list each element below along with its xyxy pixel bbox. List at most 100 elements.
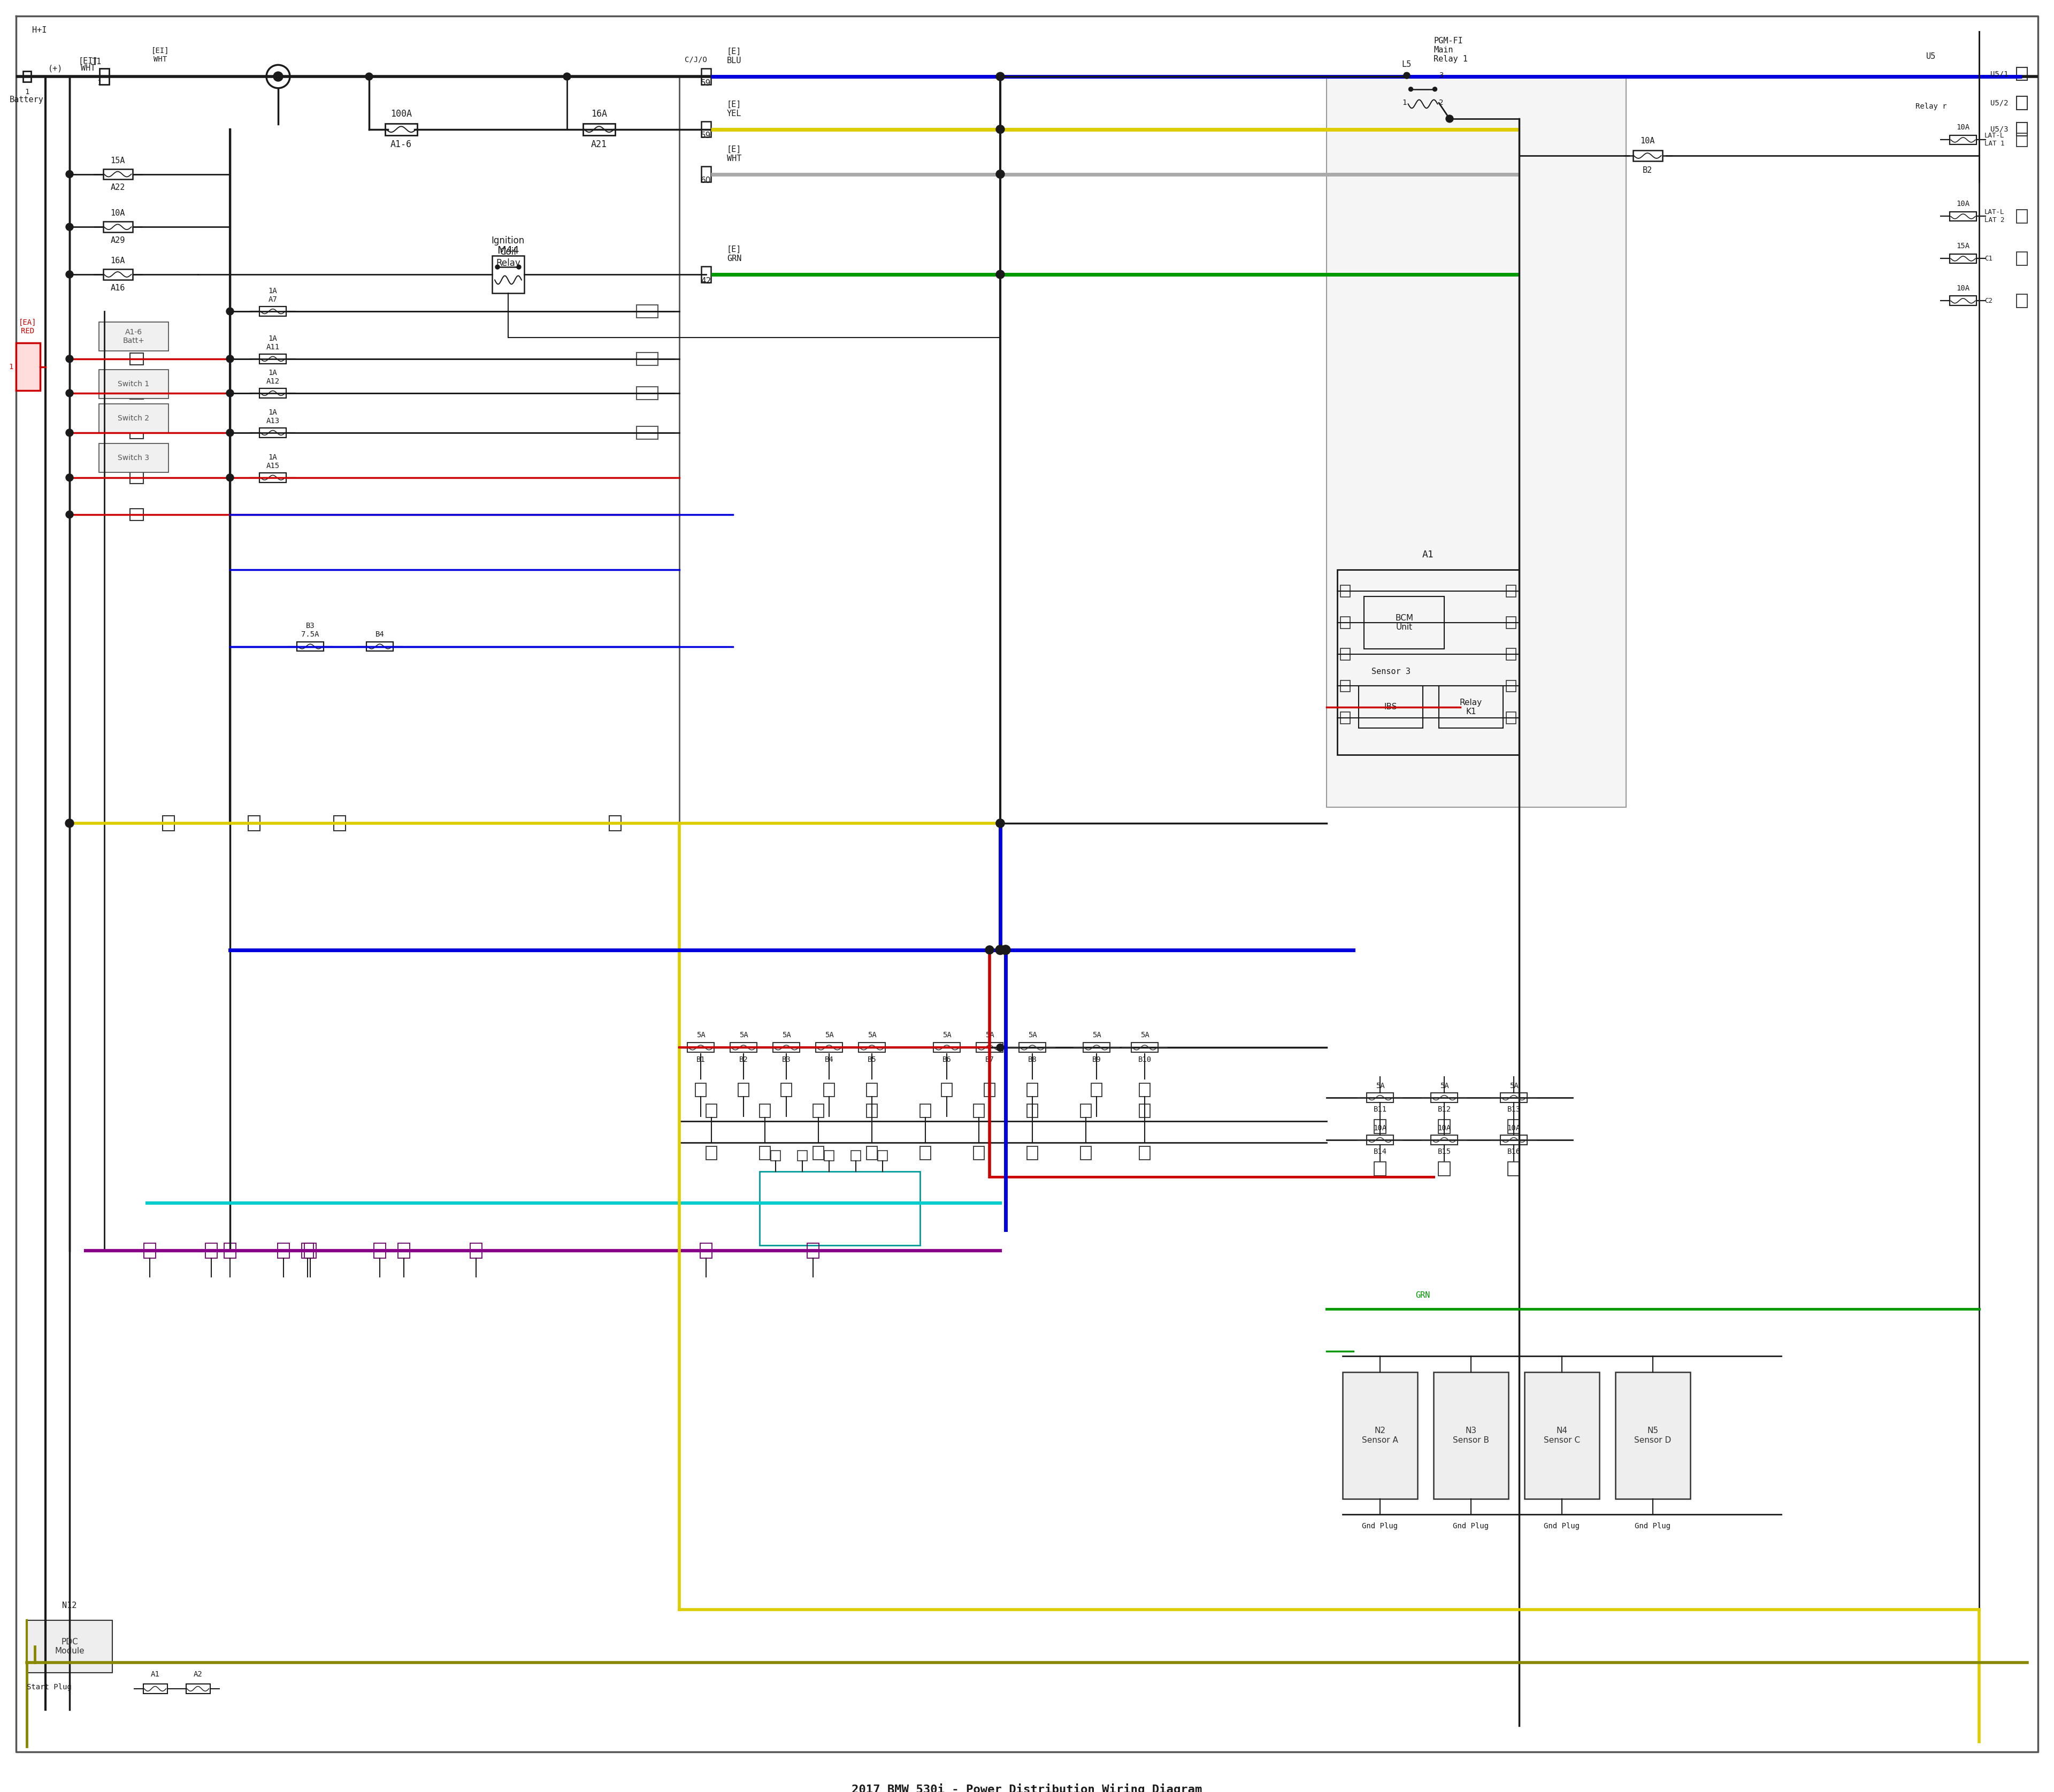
Circle shape: [518, 265, 522, 269]
Bar: [729, 1043, 756, 1052]
Bar: [103, 269, 131, 280]
Bar: [824, 1082, 834, 1097]
Text: 10A: 10A: [1955, 201, 1970, 208]
Text: B8: B8: [1027, 1055, 1037, 1063]
Bar: [277, 1244, 290, 1258]
Bar: [129, 471, 144, 484]
Bar: [366, 642, 392, 650]
Circle shape: [495, 265, 499, 269]
Bar: [1432, 1093, 1458, 1102]
Bar: [1614, 1373, 1690, 1498]
Text: 15A: 15A: [1955, 242, 1970, 249]
Bar: [99, 443, 168, 473]
Text: A22: A22: [111, 183, 125, 192]
Text: H+I: H+I: [33, 27, 47, 34]
Text: 1: 1: [97, 79, 101, 86]
Bar: [859, 1043, 885, 1052]
Text: Gnd Plug: Gnd Plug: [1635, 1523, 1670, 1530]
Text: IBS: IBS: [1384, 702, 1397, 711]
Circle shape: [996, 819, 1004, 828]
Text: B4: B4: [376, 631, 384, 638]
Bar: [1438, 1161, 1450, 1176]
Text: N12: N12: [62, 1602, 76, 1609]
Circle shape: [1409, 88, 1413, 91]
Bar: [1508, 1161, 1520, 1176]
Circle shape: [996, 819, 1004, 828]
Circle shape: [1434, 88, 1438, 91]
Bar: [1341, 681, 1349, 692]
Bar: [984, 1082, 994, 1097]
Circle shape: [226, 389, 234, 396]
Text: 15A: 15A: [111, 156, 125, 165]
Bar: [920, 1147, 930, 1159]
Text: Relay r: Relay r: [1914, 102, 1947, 111]
Bar: [867, 1104, 877, 1118]
Text: 4: 4: [1403, 72, 1407, 79]
Bar: [304, 1244, 316, 1258]
Bar: [583, 124, 614, 134]
Text: C/J/O: C/J/O: [684, 56, 707, 63]
Text: 5A: 5A: [867, 1032, 877, 1039]
Text: N2
Sensor A: N2 Sensor A: [1362, 1426, 1399, 1444]
Bar: [1506, 649, 1516, 659]
Bar: [1366, 1093, 1393, 1102]
Bar: [637, 353, 657, 366]
Bar: [1949, 134, 1976, 145]
Bar: [867, 1147, 877, 1159]
Text: 5A: 5A: [943, 1032, 951, 1039]
Text: B2: B2: [739, 1055, 748, 1063]
Bar: [99, 323, 168, 351]
Bar: [974, 1147, 984, 1159]
Bar: [27, 1620, 113, 1674]
Text: 1: 1: [1403, 99, 1407, 108]
Bar: [867, 1082, 877, 1097]
Text: B13: B13: [1508, 1106, 1520, 1113]
Text: 60: 60: [700, 177, 711, 185]
Bar: [1508, 1120, 1520, 1134]
Bar: [185, 1684, 210, 1693]
Bar: [259, 355, 286, 364]
Text: PDC
Module: PDC Module: [55, 1638, 84, 1656]
Text: B6: B6: [943, 1055, 951, 1063]
Text: [E]
WHT: [E] WHT: [727, 145, 741, 163]
Text: Relay
K1: Relay K1: [1460, 699, 1483, 715]
Text: B4: B4: [824, 1055, 834, 1063]
Bar: [259, 473, 286, 482]
Text: B10: B10: [1138, 1055, 1152, 1063]
Text: A1: A1: [1421, 550, 1434, 559]
Bar: [1506, 586, 1516, 597]
Text: Sensor 3: Sensor 3: [1372, 667, 1411, 676]
Bar: [144, 1684, 166, 1693]
Bar: [680, 77, 1000, 823]
Text: WHT: WHT: [80, 65, 97, 72]
Bar: [1337, 570, 1520, 754]
Text: 10A: 10A: [1641, 138, 1656, 145]
Bar: [99, 68, 109, 84]
Circle shape: [226, 428, 234, 437]
Bar: [129, 426, 144, 439]
Bar: [224, 1244, 236, 1258]
Text: 5A: 5A: [1510, 1082, 1518, 1090]
Text: 5A: 5A: [739, 1032, 748, 1039]
Text: A2: A2: [193, 1670, 203, 1677]
Bar: [1327, 77, 1627, 808]
Bar: [610, 815, 620, 831]
Bar: [1405, 77, 1440, 118]
Bar: [470, 1244, 483, 1258]
Bar: [298, 642, 325, 650]
Text: 1A
A7: 1A A7: [269, 287, 277, 303]
Text: 1: 1: [25, 88, 29, 95]
Bar: [1506, 681, 1516, 692]
Text: U5/1: U5/1: [1990, 70, 2009, 77]
Bar: [2017, 294, 2027, 308]
Bar: [1499, 1134, 1526, 1145]
Bar: [700, 122, 711, 138]
Text: 10A: 10A: [1438, 1124, 1450, 1133]
Bar: [920, 1104, 930, 1118]
Text: 16A: 16A: [111, 256, 125, 265]
Text: L5: L5: [1403, 61, 1411, 68]
Bar: [2017, 210, 2027, 222]
Bar: [1432, 1134, 1458, 1145]
Bar: [1132, 1043, 1158, 1052]
Bar: [700, 68, 711, 84]
